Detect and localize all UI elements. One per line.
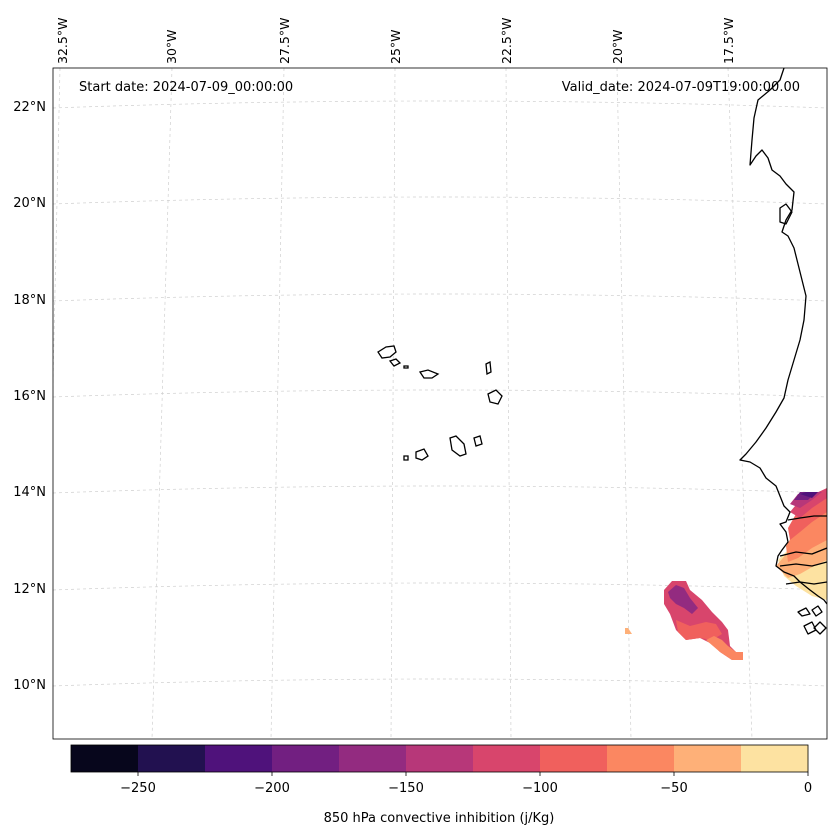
colorbar-segment <box>138 745 206 772</box>
sal-island <box>485 360 492 376</box>
maio-island <box>473 435 483 447</box>
colorbar: −250 −200 −150 −100 −50 0 <box>70 744 812 796</box>
cin-contour-field <box>625 488 827 660</box>
cin-patch-south-outer <box>706 636 743 660</box>
lon-label: 27.5°W <box>277 18 292 64</box>
colorbar-segment <box>473 745 541 772</box>
colorbar-segment <box>406 745 474 772</box>
map-area <box>53 68 827 739</box>
colorbar-tick-label: 0 <box>804 781 812 796</box>
latitude-gridlines <box>53 100 827 687</box>
lon-label: 32.5°W <box>55 18 70 64</box>
brava-island <box>403 455 409 461</box>
longitude-gridlines <box>53 68 753 739</box>
sao-nicolau-island <box>418 369 440 379</box>
colorbar-tick-label: −50 <box>660 781 687 796</box>
lon-label: 30°W <box>164 29 179 64</box>
colorbar-tick-label: −100 <box>522 781 558 796</box>
latitude-labels: 22°N 20°N 18°N 16°N 14°N 12°N 10°N <box>13 100 46 693</box>
fogo-island <box>415 448 429 461</box>
guinea-bissau-islands <box>797 605 827 635</box>
santo-antao-island <box>377 345 397 359</box>
colorbar-frame <box>70 744 809 773</box>
colorbar-tick-label: −250 <box>120 781 156 796</box>
lon-label: 20°W <box>610 29 625 64</box>
colorbar-segment <box>540 745 608 772</box>
valid-date-label: Valid_date: 2024-07-09T19:00:00.00 <box>562 80 800 95</box>
senegal-south-border <box>785 515 827 585</box>
longitude-labels: 32.5°W 30°W 27.5°W 25°W 22.5°W 20°W 17.5… <box>55 18 736 64</box>
africa-coastline <box>739 68 827 605</box>
colorbar-segment <box>339 745 407 772</box>
coast-notch-north <box>779 203 793 225</box>
lat-label: 14°N <box>13 485 46 500</box>
colorbar-tick-label: −150 <box>388 781 424 796</box>
lat-label: 16°N <box>13 389 46 404</box>
colorbar-title: 850 hPa convective inhibition (j/Kg) <box>324 811 555 826</box>
lat-label: 10°N <box>13 678 46 693</box>
start-date-label: Start date: 2024-07-09_00:00:00 <box>79 80 293 95</box>
santa-luzia-island <box>403 365 409 369</box>
cape-verde-islands <box>377 345 503 461</box>
colorbar-segment <box>741 745 809 772</box>
cin-patch-south-edge <box>676 620 722 640</box>
lon-label: 17.5°W <box>721 18 736 64</box>
colorbar-tick-label: −200 <box>254 781 290 796</box>
lon-label: 22.5°W <box>499 18 514 64</box>
lat-label: 12°N <box>13 582 46 597</box>
lat-label: 20°N <box>13 196 46 211</box>
colorbar-segment <box>205 745 273 772</box>
map-frame <box>52 67 828 740</box>
colorbar-segment <box>272 745 340 772</box>
coastlines <box>739 68 827 635</box>
sao-vicente-island <box>388 358 402 367</box>
cin-patch-coast-3 <box>786 506 827 562</box>
cin-patch-coast-8 <box>800 492 818 498</box>
cin-speck <box>625 628 632 634</box>
colorbar-segment <box>607 745 675 772</box>
lat-label: 22°N <box>13 100 46 115</box>
cin-patch-south-inner <box>668 585 698 614</box>
gambia-border <box>779 547 827 567</box>
colorbar-segment <box>674 745 742 772</box>
cin-patch-coast-5 <box>790 488 827 518</box>
santiago-island <box>449 435 467 457</box>
lat-label: 18°N <box>13 293 46 308</box>
boa-vista-island <box>487 389 503 405</box>
lon-label: 25°W <box>388 29 403 64</box>
colorbar-segment <box>71 745 139 772</box>
